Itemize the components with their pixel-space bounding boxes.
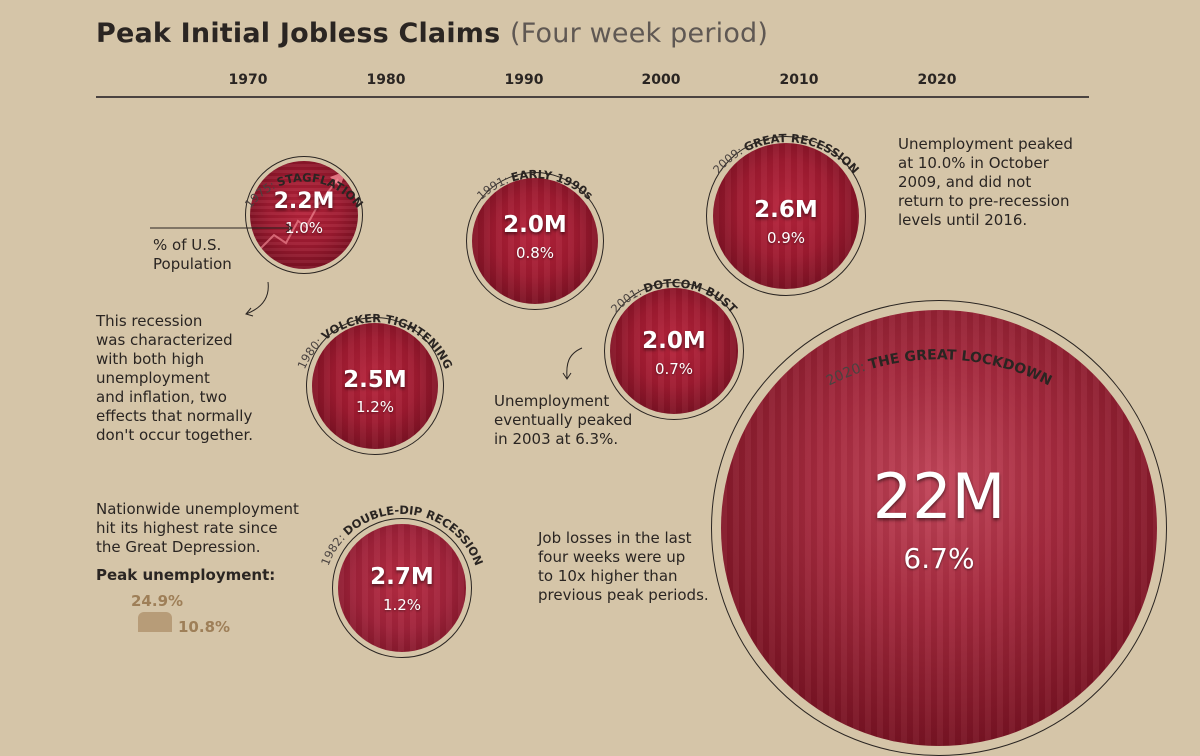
bubble-pct: 1.2% xyxy=(382,596,422,614)
axis-year-1970: 1970 xyxy=(228,72,268,88)
bubble-value: 2.0M xyxy=(503,212,567,238)
axis-year-2020: 2020 xyxy=(917,72,957,88)
trend-arrow-icon xyxy=(259,171,346,250)
bubble-label-1982: 1982:DOUBLE-DIP RECESSION xyxy=(318,503,486,568)
axis-year-2010: 2010 xyxy=(779,72,819,88)
bar-label-1933: 24.9% xyxy=(131,592,184,610)
bubble-value: 2.6M xyxy=(754,197,818,223)
dotcom-note: Unemployment eventually peaked in 2003 a… xyxy=(494,392,633,448)
bubble-photo: 2.5M 1.2% xyxy=(312,323,438,449)
bubble-label-2020: 2020:THE GREAT LOCKDOWN xyxy=(824,347,1055,389)
bubble-photo: 2.0M 0.7% xyxy=(610,288,738,414)
svg-text:1982:DOUBLE-DIP RECESSION: 1982:DOUBLE-DIP RECESSION xyxy=(318,503,486,568)
bar-label-1982: 10.8% xyxy=(178,618,231,636)
bubble-photo: 2.0M 0.8% xyxy=(472,178,598,304)
bubble-value: 2.5M xyxy=(343,367,407,393)
bubble-2001-dotcom: 2.0M 0.7% xyxy=(604,282,744,420)
svg-text:1980:VOLCKER TIGHTENING: 1980:VOLCKER TIGHTENING xyxy=(294,311,455,371)
svg-text:2020:THE GREAT LOCKDOWN: 2020:THE GREAT LOCKDOWN xyxy=(824,347,1055,389)
double-dip-note: Nationwide unemployment hit its highest … xyxy=(96,500,299,556)
pct-legend-label: % of U.S. Population xyxy=(153,236,232,273)
chart-title: Peak Initial Jobless Claims (Four week p… xyxy=(96,18,768,49)
bubble-photo: 2.2M 1.0% xyxy=(250,161,358,269)
bubble-label-1991: 1991:EARLY 1990s xyxy=(474,167,596,202)
bubble-ring xyxy=(706,136,866,296)
bubble-value: 22M xyxy=(872,460,1006,533)
bubble-ring xyxy=(245,156,363,274)
lockdown-note: Job losses in the last four weeks were u… xyxy=(538,529,709,604)
bubble-pct: 6.7% xyxy=(903,542,975,575)
bubble-value: 2.2M xyxy=(273,189,335,214)
stagflation-note: This recession was characterized with bo… xyxy=(96,312,254,444)
peak-unemployment-label: Peak unemployment: xyxy=(96,566,276,584)
bubble-label-2009: 2009:GREAT RECESSION xyxy=(710,131,862,176)
bubble-ring xyxy=(604,282,744,420)
bubble-ring xyxy=(466,172,604,310)
bubble-pct: 1.2% xyxy=(355,398,395,416)
bubble-pct: 0.8% xyxy=(515,244,555,262)
axis-year-1990: 1990 xyxy=(504,72,544,88)
bubble-1975-stagflation: 2.2M 1.0% xyxy=(245,156,363,274)
bubble-value: 2.7M xyxy=(370,564,434,590)
title-main: Peak Initial Jobless Claims xyxy=(96,18,501,49)
bubble-2009-great-recession: 2.6M 0.9% xyxy=(706,136,866,296)
axis-year-1980: 1980 xyxy=(366,72,406,88)
bubble-ring xyxy=(306,317,444,455)
bubble-pct: 0.9% xyxy=(766,229,806,247)
timeline-axis xyxy=(96,96,1089,98)
bubble-label-1980: 1980:VOLCKER TIGHTENING xyxy=(294,311,455,371)
curved-arrow-icon xyxy=(245,281,269,317)
bar-peak-1933 xyxy=(138,612,172,632)
bubble-label-2001: 2001:DOTCOM BUST xyxy=(608,276,740,316)
bubble-pct: 1.0% xyxy=(284,219,324,237)
bubble-photo: 2.6M 0.9% xyxy=(713,143,859,289)
svg-text:1991:EARLY 1990s: 1991:EARLY 1990s xyxy=(474,167,596,202)
bubble-1991-early-1990s: 2.0M 0.8% xyxy=(466,172,604,310)
curved-arrow-icon xyxy=(562,347,583,380)
svg-text:2001:DOTCOM BUST: 2001:DOTCOM BUST xyxy=(608,276,740,316)
svg-text:2009:GREAT RECESSION: 2009:GREAT RECESSION xyxy=(710,131,862,176)
axis-year-2000: 2000 xyxy=(641,72,681,88)
bubble-label-1975: 1975:STAGFLATION xyxy=(242,170,366,210)
title-subtitle: (Four week period) xyxy=(510,18,769,49)
great-recession-note: Unemployment peaked at 10.0% in October … xyxy=(898,135,1073,229)
bubble-pct: 0.7% xyxy=(654,360,694,378)
bubble-1980-volcker: 2.5M 1.2% xyxy=(306,317,444,455)
bubble-value: 2.0M xyxy=(642,328,706,354)
pct-legend-arrow-icon xyxy=(150,223,293,233)
